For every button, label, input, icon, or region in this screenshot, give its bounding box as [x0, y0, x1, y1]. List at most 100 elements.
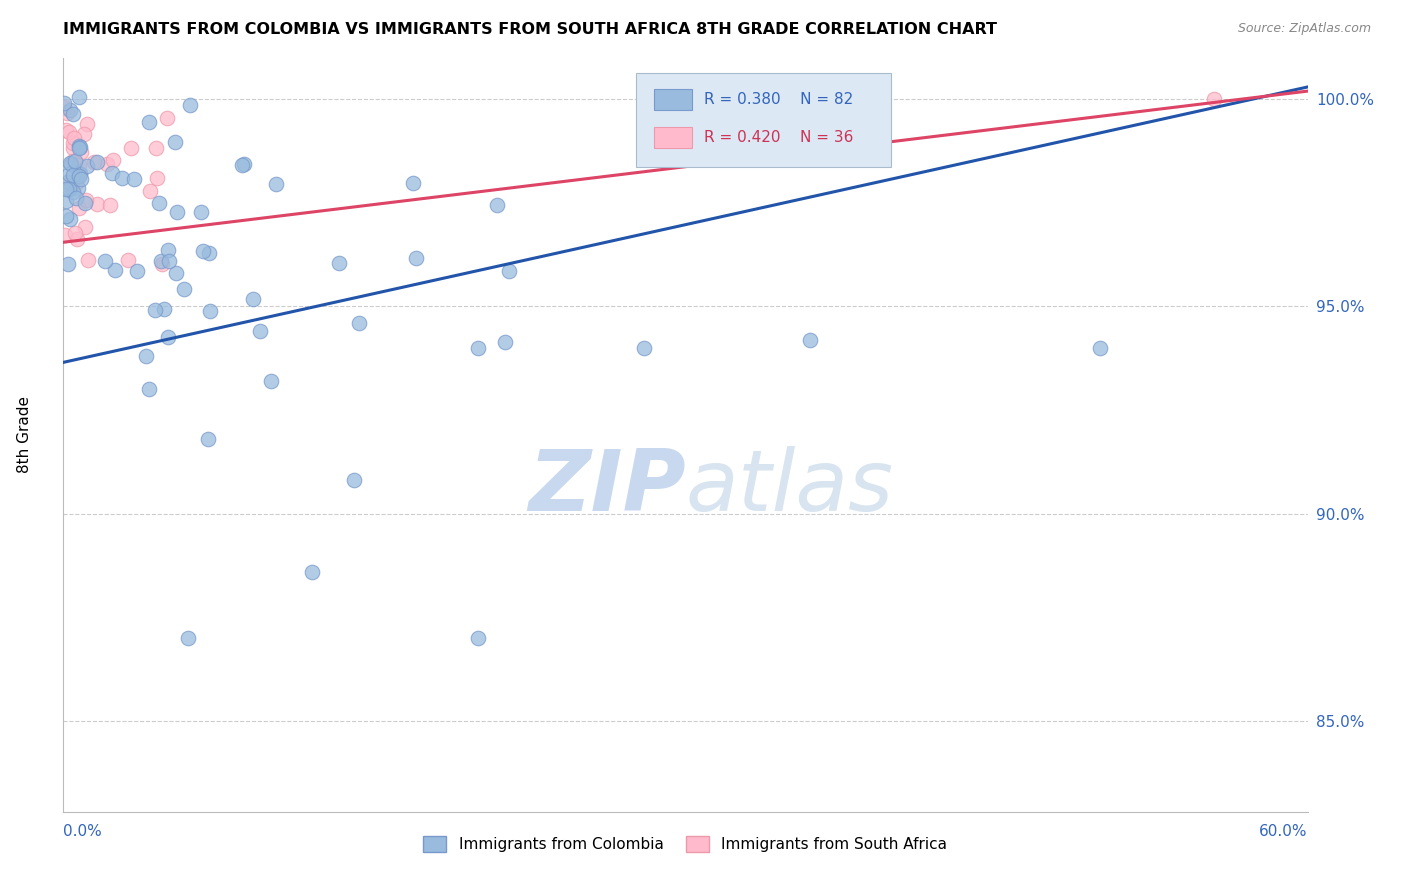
Point — [1204, 92, 1226, 106]
Point — [75, 193, 97, 207]
Point — [77, 252, 100, 267]
Point — [179, 97, 201, 112]
Point — [264, 177, 287, 191]
Point — [150, 257, 173, 271]
Point — [138, 185, 160, 199]
Point — [301, 565, 323, 579]
Point — [65, 177, 87, 191]
Point — [70, 172, 93, 186]
Point — [56, 176, 79, 190]
Point — [197, 432, 219, 446]
Point — [1090, 341, 1112, 355]
Text: R = 0.380    N = 82: R = 0.380 N = 82 — [704, 92, 853, 107]
Point — [249, 324, 271, 338]
Point — [55, 181, 77, 195]
Point — [231, 158, 253, 172]
Point — [58, 156, 80, 170]
Point — [53, 100, 76, 114]
Point — [122, 171, 145, 186]
Text: Source: ZipAtlas.com: Source: ZipAtlas.com — [1237, 22, 1371, 36]
Point — [69, 167, 91, 181]
Point — [260, 374, 283, 388]
Point — [65, 191, 87, 205]
Point — [467, 631, 489, 645]
Point — [53, 177, 76, 191]
Point — [73, 128, 96, 142]
Point — [101, 166, 124, 180]
Point — [69, 139, 91, 153]
Point — [146, 171, 169, 186]
Point — [163, 135, 186, 149]
Point — [402, 176, 425, 190]
Point — [125, 263, 148, 277]
Point — [75, 195, 97, 210]
Point — [96, 156, 118, 170]
Point — [63, 131, 86, 145]
Point — [62, 141, 84, 155]
Point — [62, 185, 84, 199]
Point — [467, 341, 489, 355]
Point — [143, 303, 166, 318]
FancyBboxPatch shape — [636, 73, 891, 168]
Point — [62, 106, 84, 120]
Point — [53, 228, 76, 243]
Point — [86, 197, 108, 211]
Point — [67, 181, 90, 195]
Point — [55, 122, 77, 136]
Point — [242, 293, 264, 307]
Point — [165, 267, 187, 281]
Point — [73, 219, 96, 234]
Point — [94, 254, 117, 268]
Legend: Immigrants from Colombia, Immigrants from South Africa: Immigrants from Colombia, Immigrants fro… — [418, 830, 953, 858]
Point — [349, 316, 371, 330]
Point — [83, 155, 105, 169]
Point — [494, 334, 516, 349]
Point — [148, 196, 170, 211]
Bar — [654, 127, 692, 148]
Text: IMMIGRANTS FROM COLOMBIA VS IMMIGRANTS FROM SOUTH AFRICA 8TH GRADE CORRELATION C: IMMIGRANTS FROM COLOMBIA VS IMMIGRANTS F… — [63, 22, 997, 37]
Point — [405, 251, 427, 265]
Point — [193, 244, 215, 258]
Point — [67, 90, 90, 104]
Point — [138, 382, 160, 396]
Point — [69, 145, 91, 160]
Point — [55, 194, 77, 208]
Point — [177, 631, 200, 645]
Point — [799, 333, 821, 347]
Bar — [654, 89, 692, 110]
Point — [166, 205, 188, 219]
Point — [56, 257, 79, 271]
Text: 60.0%: 60.0% — [1260, 824, 1308, 839]
Text: R = 0.420    N = 36: R = 0.420 N = 36 — [704, 129, 853, 145]
Point — [328, 256, 350, 270]
Point — [62, 153, 84, 168]
Point — [76, 117, 98, 131]
Point — [59, 103, 82, 117]
Point — [53, 95, 76, 110]
Point — [197, 245, 219, 260]
Point — [69, 166, 91, 180]
Point — [200, 304, 222, 318]
Point — [66, 232, 89, 246]
Text: 0.0%: 0.0% — [63, 824, 103, 839]
Point — [110, 170, 132, 185]
Point — [153, 301, 176, 316]
Point — [156, 112, 179, 126]
Point — [67, 138, 90, 153]
Y-axis label: 8th Grade: 8th Grade — [17, 396, 32, 474]
Point — [145, 141, 167, 155]
Point — [86, 154, 108, 169]
Point — [63, 226, 86, 240]
Text: atlas: atlas — [686, 446, 893, 529]
Point — [56, 106, 79, 120]
Point — [156, 330, 179, 344]
Point — [173, 282, 195, 296]
Point — [76, 159, 98, 173]
Point — [150, 253, 173, 268]
Text: ZIP: ZIP — [527, 446, 686, 529]
Point — [59, 212, 82, 227]
Point — [55, 209, 77, 223]
Point — [67, 158, 90, 172]
Point — [58, 182, 80, 196]
Point — [66, 166, 89, 180]
